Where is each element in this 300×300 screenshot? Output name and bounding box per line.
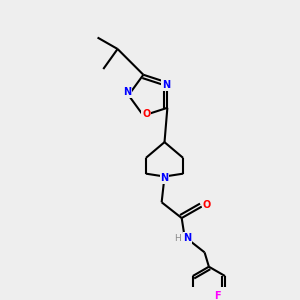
Text: N: N [123,87,131,97]
Text: F: F [214,291,220,300]
Text: N: N [160,173,169,183]
Text: H: H [174,234,181,243]
Text: O: O [142,109,150,119]
Text: N: N [162,80,170,90]
Text: N: N [183,233,191,243]
Text: O: O [203,200,211,210]
